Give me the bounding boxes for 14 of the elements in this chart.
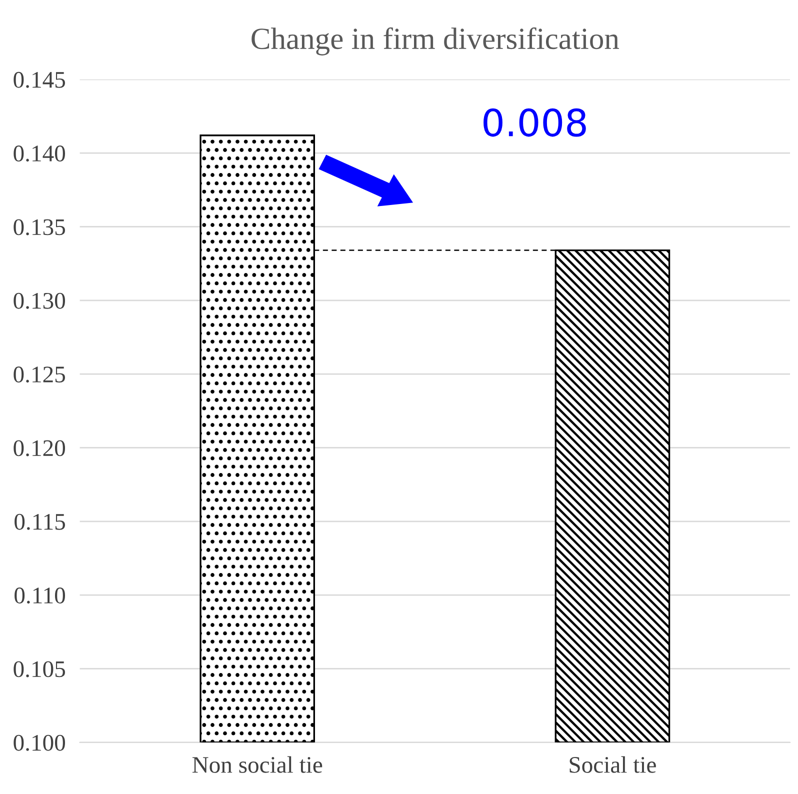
y-tick-label: 0.100 xyxy=(14,734,66,751)
y-tick-label: 0.145 xyxy=(14,72,65,88)
y-tick-label: 0.135 xyxy=(14,219,65,236)
y-tick-label: 0.110 xyxy=(14,588,66,604)
annotation: 0.008 xyxy=(484,108,586,137)
y-tick-label: 0.115 xyxy=(14,514,65,530)
x-tick-label: Non social tie xyxy=(192,756,322,773)
y-tick-label: 0.120 xyxy=(14,440,66,456)
y-tick-label: 0.140 xyxy=(14,146,66,162)
y-tick-label: 0.125 xyxy=(14,366,65,383)
y-tick-label: 0.130 xyxy=(14,292,66,309)
x-tick-label: Social tie xyxy=(570,756,656,773)
y-tick-label: 0.105 xyxy=(14,661,65,678)
chart-title: Change in firm diversification xyxy=(252,27,619,56)
